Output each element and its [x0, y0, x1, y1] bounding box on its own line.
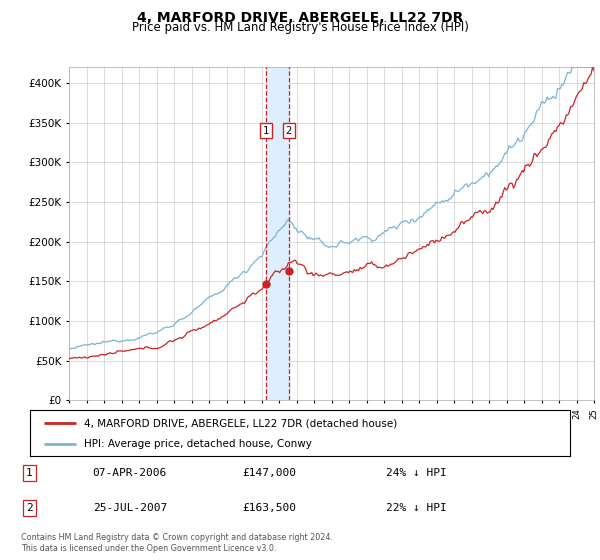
Bar: [266, 67, 289, 400]
Text: 24% ↓ HPI: 24% ↓ HPI: [386, 468, 447, 478]
Text: Price paid vs. HM Land Registry's House Price Index (HPI): Price paid vs. HM Land Registry's House …: [131, 21, 469, 34]
Text: 1: 1: [26, 468, 32, 478]
Text: 2: 2: [26, 503, 32, 513]
Text: 22% ↓ HPI: 22% ↓ HPI: [386, 503, 447, 513]
Text: 4, MARFORD DRIVE, ABERGELE, LL22 7DR (detached house): 4, MARFORD DRIVE, ABERGELE, LL22 7DR (de…: [84, 418, 397, 428]
Text: HPI: Average price, detached house, Conwy: HPI: Average price, detached house, Conw…: [84, 440, 312, 450]
Text: £163,500: £163,500: [242, 503, 296, 513]
Text: 2: 2: [286, 125, 292, 136]
Text: Contains HM Land Registry data © Crown copyright and database right 2024.
This d: Contains HM Land Registry data © Crown c…: [21, 533, 333, 553]
Text: 1: 1: [263, 125, 269, 136]
Text: £147,000: £147,000: [242, 468, 296, 478]
Text: 25-JUL-2007: 25-JUL-2007: [92, 503, 167, 513]
Text: 07-APR-2006: 07-APR-2006: [92, 468, 167, 478]
Text: 4, MARFORD DRIVE, ABERGELE, LL22 7DR: 4, MARFORD DRIVE, ABERGELE, LL22 7DR: [137, 11, 463, 25]
